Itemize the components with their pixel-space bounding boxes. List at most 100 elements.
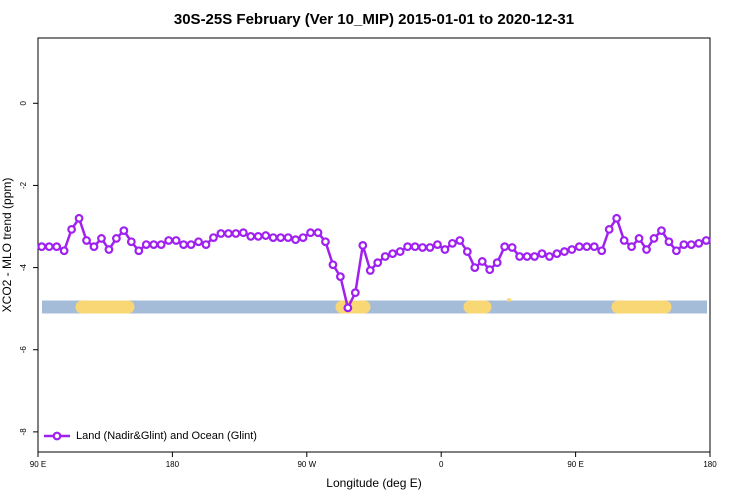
data-point xyxy=(403,242,413,252)
data-point xyxy=(649,234,659,243)
data-point xyxy=(545,252,554,261)
data-point xyxy=(425,243,435,252)
data-point xyxy=(433,240,442,249)
data-point xyxy=(530,252,539,261)
data-point xyxy=(657,226,666,236)
data-point xyxy=(231,229,241,238)
data-point xyxy=(686,240,696,249)
data-point xyxy=(97,234,106,243)
data-point xyxy=(223,229,233,238)
y-axis-label: XCO2 - MLO trend (ppm) xyxy=(0,178,14,313)
legend-label: Land (Nadir&Glint) and Ocean (Glint) xyxy=(76,430,257,442)
data-point xyxy=(448,238,457,248)
data-point xyxy=(492,258,502,268)
data-point xyxy=(552,249,562,259)
x-tick-label: 0 xyxy=(439,460,444,469)
data-point xyxy=(395,247,405,256)
data-point xyxy=(365,266,375,275)
data-point xyxy=(597,246,607,256)
data-point xyxy=(694,238,704,248)
data-point xyxy=(194,237,203,247)
data-point xyxy=(619,236,629,245)
data-point xyxy=(238,228,248,238)
y-tick-label: -8 xyxy=(19,428,28,436)
data-point xyxy=(321,237,330,247)
data-point xyxy=(343,303,353,313)
data-point xyxy=(201,240,211,249)
data-point xyxy=(664,237,674,247)
x-tick-label: 180 xyxy=(166,460,180,469)
data-point xyxy=(642,245,651,254)
x-axis-label: Longitude (deg E) xyxy=(326,476,421,490)
data-point xyxy=(328,260,338,270)
data-point xyxy=(462,247,472,256)
data-point xyxy=(134,246,144,256)
data-point xyxy=(313,228,323,238)
data-point xyxy=(634,234,644,243)
data-point xyxy=(44,242,54,252)
data-point xyxy=(276,233,286,243)
data-point xyxy=(440,245,450,254)
data-point xyxy=(246,231,256,241)
data-point xyxy=(298,233,308,243)
data-point xyxy=(268,233,278,243)
data-point xyxy=(37,242,47,252)
x-tick-label: 90 E xyxy=(30,460,46,469)
data-point xyxy=(485,265,495,275)
data-point xyxy=(209,233,218,243)
data-point xyxy=(253,231,263,241)
y-tick-label: -2 xyxy=(19,181,28,189)
x-tick-label: 90 W xyxy=(297,460,316,469)
data-point xyxy=(470,263,480,272)
data-point xyxy=(589,242,599,252)
data-point xyxy=(89,242,99,252)
data-point xyxy=(67,224,76,234)
data-point xyxy=(507,243,517,252)
data-point xyxy=(111,234,121,243)
data-point xyxy=(291,235,301,245)
data-point xyxy=(156,240,166,249)
data-point xyxy=(59,246,69,256)
data-point xyxy=(388,249,398,259)
surface-mask xyxy=(42,298,707,314)
data-point xyxy=(574,242,584,252)
data-point xyxy=(537,249,547,259)
data-point xyxy=(500,242,510,252)
data-point xyxy=(560,247,569,256)
data-point xyxy=(336,272,345,282)
data-point xyxy=(216,229,226,238)
data-point xyxy=(410,242,420,252)
data-point xyxy=(126,237,136,247)
data-point xyxy=(672,246,681,256)
data-point xyxy=(164,236,174,245)
x-tick-label: 90 E xyxy=(567,460,583,469)
data-point xyxy=(52,242,62,252)
y-tick-label: -4 xyxy=(19,263,28,271)
data-point xyxy=(82,236,91,245)
data-point xyxy=(477,257,487,266)
legend-marker xyxy=(52,431,62,441)
data-point xyxy=(141,240,151,249)
data-point xyxy=(179,240,189,249)
data-point xyxy=(701,236,711,245)
data-point xyxy=(373,258,383,268)
data-point xyxy=(104,245,114,254)
data-point xyxy=(171,236,181,245)
chart-title: 30S-25S February (Ver 10_MIP) 2015-01-01… xyxy=(174,11,574,28)
y-tick-label: 0 xyxy=(19,101,28,106)
data-point xyxy=(627,242,636,252)
data-point xyxy=(350,288,360,298)
plot-frame xyxy=(37,37,711,453)
data-point xyxy=(261,231,271,240)
data-point xyxy=(358,241,368,250)
data-point xyxy=(455,236,465,245)
y-tick-label: -6 xyxy=(19,346,28,354)
data-point xyxy=(582,242,592,252)
data-point xyxy=(119,226,129,236)
data-point xyxy=(604,224,614,234)
data-point xyxy=(149,240,159,249)
data-point xyxy=(283,233,293,243)
data-point xyxy=(679,240,689,249)
